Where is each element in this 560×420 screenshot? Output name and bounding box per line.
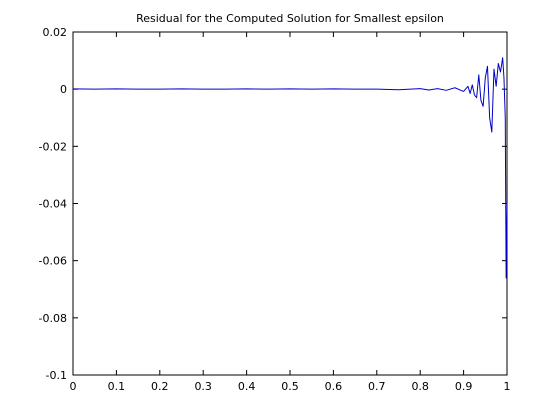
x-tick-label: 1	[504, 380, 511, 393]
y-tick-label: -0.08	[39, 312, 67, 325]
x-tick-label: 0.1	[108, 380, 126, 393]
plot-area: 0 0.1 0.2 0.3 0.4 0.5 0.6 0.7 0.8 0.9 1 0.02 0 -0.02 -…	[39, 26, 511, 393]
y-tick-label: -0.06	[39, 255, 67, 268]
y-tick-label: -0.1	[46, 369, 67, 382]
axes-box	[72, 31, 508, 376]
y-tick-label: 0.02	[43, 26, 68, 39]
y-tick-label: -0.02	[39, 140, 67, 153]
x-tick-label: 0.4	[238, 380, 256, 393]
x-tick-label: 0.9	[455, 380, 473, 393]
x-tick-label: 0.6	[325, 380, 343, 393]
x-tick-label: 0.2	[151, 380, 169, 393]
x-tick-label: 0.3	[194, 380, 212, 393]
x-tick-label: 0.8	[411, 380, 429, 393]
x-tick-label: 0	[70, 380, 77, 393]
y-tick-label: -0.04	[39, 198, 67, 211]
y-tick-label: 0	[60, 83, 67, 96]
x-tick-label: 0.7	[368, 380, 386, 393]
residual-line	[72, 57, 508, 279]
chart-title: Residual for the Computed Solution for S…	[136, 12, 444, 25]
x-tick-label: 0.5	[281, 380, 299, 393]
